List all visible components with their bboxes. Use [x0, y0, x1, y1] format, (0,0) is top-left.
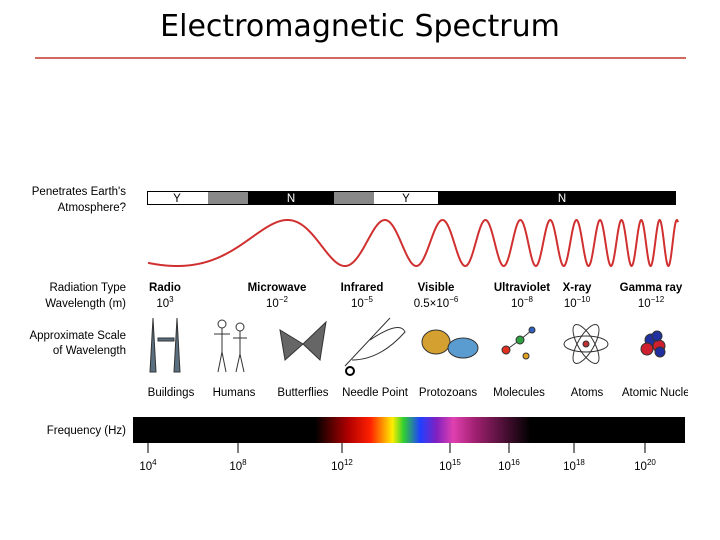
wavelength-base: 10	[266, 298, 279, 310]
frequency-tick-label-exp: 16	[511, 458, 520, 467]
wavelength-base: 0.5×10	[414, 298, 450, 310]
radiation-type: Microwave	[248, 282, 307, 294]
wavelength: 10−10	[564, 295, 591, 310]
row-label: Approximate Scale	[29, 330, 126, 342]
wavelength-exp: −6	[449, 295, 459, 304]
row-label: of Wavelength	[53, 345, 126, 357]
wavelength-exp: −10	[577, 295, 591, 304]
frequency-tick-label-base: 10	[439, 461, 452, 473]
radiation-type: Visible	[418, 282, 455, 294]
wavelength-exp: 3	[169, 295, 174, 304]
radiation-type: Infrared	[341, 282, 384, 294]
wavelength: 10−12	[638, 295, 665, 310]
wavelength-exp: −12	[651, 295, 665, 304]
wavelength: 103	[156, 295, 174, 310]
wavelength-exp: −8	[524, 295, 534, 304]
atmosphere-bar	[147, 191, 676, 205]
icons	[149, 317, 666, 376]
radiation-type: Radio	[149, 282, 181, 294]
scale-item: Butterflies	[277, 387, 328, 399]
atm-seg: Y	[402, 193, 410, 205]
frequency-tick-label: 1015	[439, 458, 461, 473]
radiation-type: Ultraviolet	[494, 282, 550, 294]
frequency-tick-label-base: 10	[563, 461, 576, 473]
frequency-tick-label: 108	[229, 458, 247, 473]
frequency-tick-label-exp: 20	[647, 458, 656, 467]
frequency-tick-label-base: 10	[331, 461, 344, 473]
atm-seg: N	[287, 193, 295, 205]
frequency-tick-label: 1020	[634, 458, 656, 473]
frequency-tick-label-base: 10	[498, 461, 511, 473]
frequency-bar	[133, 417, 685, 443]
frequency-tick-label-base: 10	[634, 461, 647, 473]
frequency-tick-label-base: 10	[139, 461, 152, 473]
atm-seg: N	[558, 193, 566, 205]
frequency-tick-label: 104	[139, 458, 157, 473]
scale-item: Humans	[213, 387, 256, 399]
scale-item: Molecules	[493, 387, 545, 399]
atmosphere-label: Penetrates Earth's	[32, 186, 126, 198]
radiation-type: X-ray	[563, 282, 592, 294]
frequency-tick-label-exp: 8	[242, 458, 247, 467]
scale-item: Atoms	[571, 387, 604, 399]
title: Electromagnetic Spectrum	[160, 9, 560, 44]
atm-seg: Y	[173, 193, 181, 205]
wavelength-base: 10	[511, 298, 524, 310]
row-label: Frequency (Hz)	[47, 425, 126, 437]
wavelength-exp: −5	[364, 295, 374, 304]
frequency-tick-label-base: 10	[229, 461, 242, 473]
frequency-tick-label: 1018	[563, 458, 585, 473]
atmosphere-label: Atmosphere?	[58, 202, 126, 214]
frequency-tick-label: 1016	[498, 458, 520, 473]
wavelength: 10−5	[351, 295, 373, 310]
scale-item: Protozoans	[419, 387, 477, 399]
frequency-tick-label-exp: 12	[344, 458, 353, 467]
row-label: Wavelength (m)	[45, 298, 126, 310]
row-label: Radiation Type	[49, 282, 126, 294]
frequency-tick-label-exp: 4	[152, 458, 157, 467]
wave	[147, 218, 679, 268]
scale-item: Needle Point	[342, 387, 409, 399]
wavelength: 10−8	[511, 295, 533, 310]
wavelength-exp: −2	[279, 295, 289, 304]
scale-item: Atomic Nuclei	[622, 387, 692, 399]
wavelength-base: 10	[564, 298, 577, 310]
wavelength-base: 10	[156, 298, 169, 310]
wavelength: 0.5×10−6	[414, 295, 459, 310]
wavelength: 10−2	[266, 295, 288, 310]
radiation-type: Gamma ray	[620, 282, 683, 294]
frequency-tick-label-exp: 15	[452, 458, 461, 467]
wavelength-base: 10	[351, 298, 364, 310]
frequency-tick-label: 1012	[331, 458, 353, 473]
scale-item: Buildings	[148, 387, 195, 399]
wavelength-base: 10	[638, 298, 651, 310]
frequency-tick-label-exp: 18	[576, 458, 585, 467]
scale-labels: Buildings Humans Butterflies Needle Point Pr…	[148, 387, 692, 399]
